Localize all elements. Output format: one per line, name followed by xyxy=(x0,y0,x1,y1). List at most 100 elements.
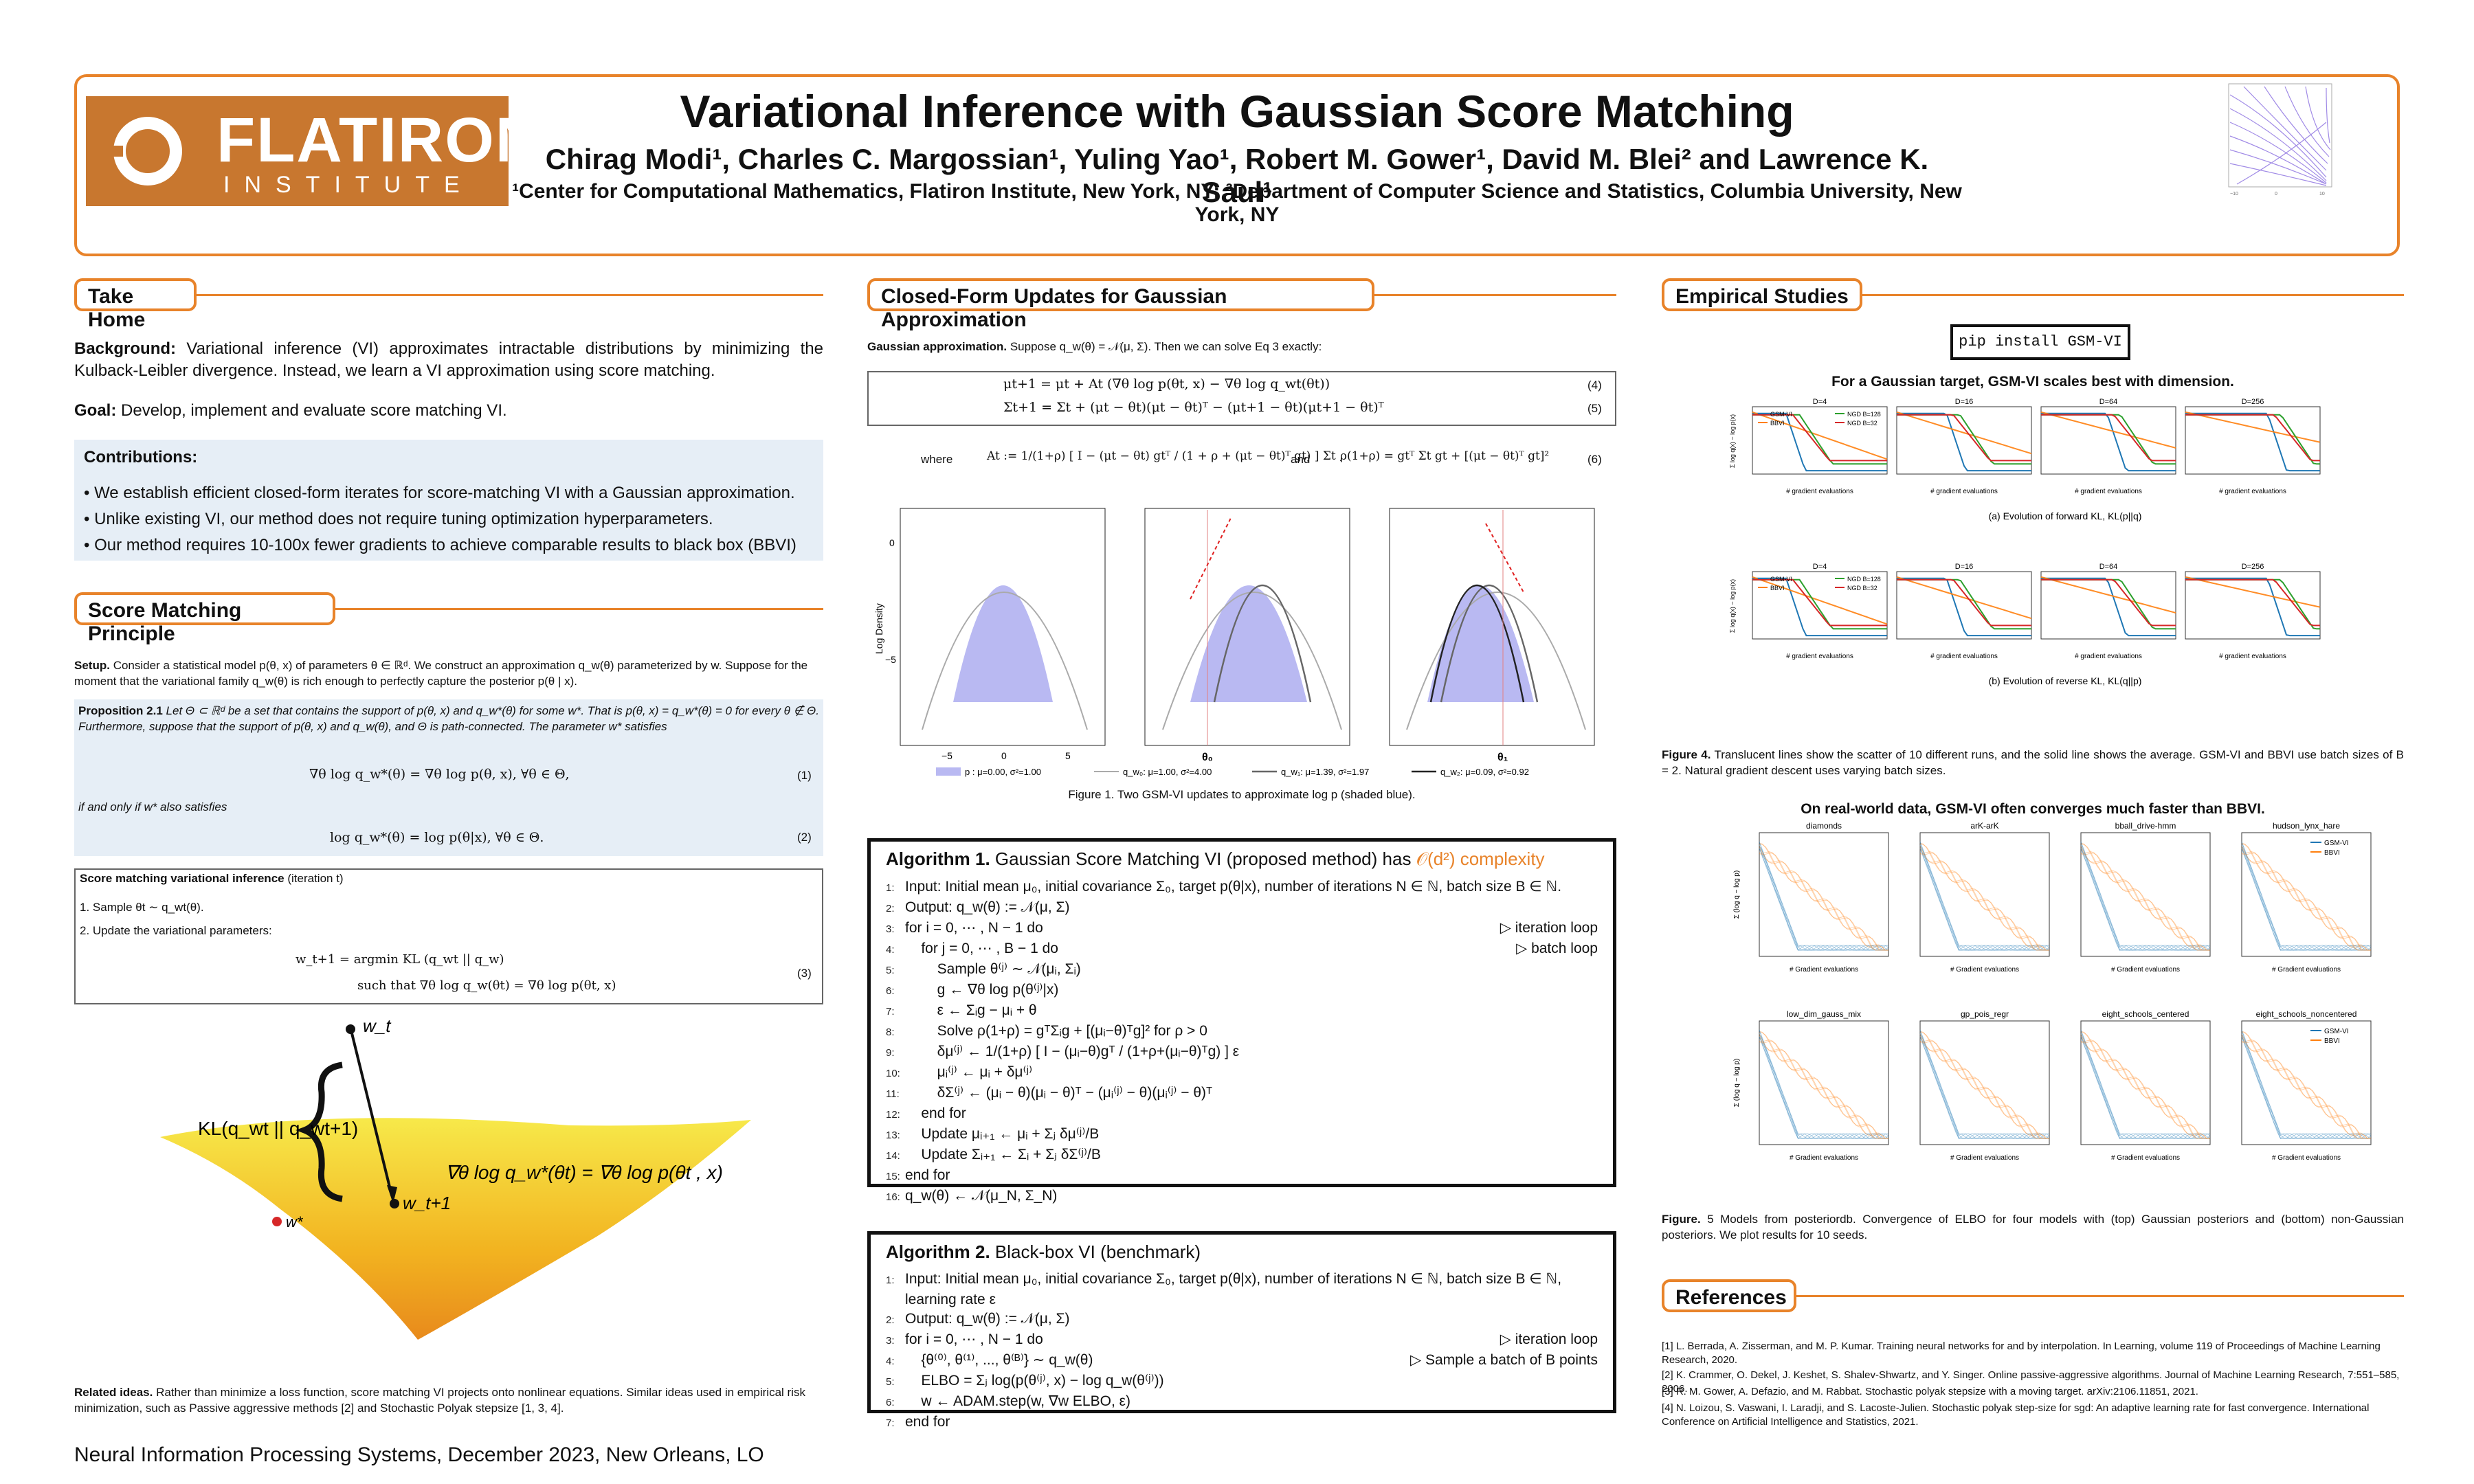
theta1-label: θ₁ xyxy=(1497,752,1508,763)
gsm-line xyxy=(1897,412,2031,472)
svg-text:0: 0 xyxy=(2275,192,2277,196)
gsm-seed-line xyxy=(2080,1033,2211,1139)
line-comment: ▷ batch loop xyxy=(1516,941,1598,956)
line-number: 1: xyxy=(886,1274,895,1286)
y-axis-label: Σ (log q − log p) xyxy=(1733,1059,1741,1107)
bbvi-line xyxy=(2185,411,2321,443)
gaussian-intro: Gaussian approximation. Suppose q_w(θ) =… xyxy=(867,340,1322,353)
line-number: 7: xyxy=(886,1006,895,1018)
panel-title: hudson_lynx_hare xyxy=(2273,821,2340,831)
algorithm-line: 15: end for xyxy=(871,1166,1613,1187)
legend-item: NGD B=128 xyxy=(1847,411,1881,418)
gsm-seed-line xyxy=(1759,1030,1888,1139)
ngd32-line xyxy=(2041,578,2176,627)
gsm-seed-line xyxy=(2241,1033,2371,1139)
legend-item: q_w₁: μ=1.39, σ²=1.97 xyxy=(1281,767,1369,777)
legend-item: NGD B=32 xyxy=(1847,585,1877,592)
bbvi-seed-line xyxy=(2241,1039,2371,1139)
bbvi-seed-line xyxy=(2241,844,2371,951)
y-axis-label: Σ log q(x) − log p(x) xyxy=(1729,579,1736,633)
line-text: for i = 0, ⋯ , N − 1 do xyxy=(905,1331,1043,1347)
bbvi-seed-line xyxy=(2080,853,2210,951)
plot-frame xyxy=(1896,571,2032,640)
figure-5-heading: On real-world data, GSM-VI often converg… xyxy=(1801,801,2265,817)
algorithm-line: 6: w ← ADAM.step(w, ∇w ELBO, ε) xyxy=(871,1392,1613,1413)
x-axis-label: # Gradient evaluations xyxy=(2272,1154,2341,1162)
legend-item: NGD B=128 xyxy=(1847,576,1881,583)
gsm-seed-line xyxy=(1919,842,2049,951)
divider xyxy=(335,608,823,610)
section-score-matching: Score Matching Principle xyxy=(74,592,335,645)
gsm-seed-line xyxy=(2241,842,2371,951)
line-text: Output: q_w(θ) := 𝒩(μ, Σ) xyxy=(905,899,1070,915)
panel-title: D=4 xyxy=(1813,563,1827,571)
q1-curve xyxy=(1213,585,1312,703)
point-wt1 xyxy=(390,1199,399,1208)
algorithm-line: 5: Sample θ⁽ʲ⁾ ∼ 𝒩(μᵢ, Σᵢ) xyxy=(871,960,1613,980)
update-equations-box xyxy=(867,371,1616,426)
tangent-line xyxy=(1190,516,1232,600)
algorithm-line: 9: δμ⁽ʲ⁾ ← 1/(1+ρ) [ I − (μᵢ−θ)gᵀ / (1+ρ… xyxy=(871,1042,1613,1063)
line-text: Input: Initial mean μ₀, initial covarian… xyxy=(905,1271,1562,1287)
line-text: w ← ADAM.step(w, ∇w ELBO, ε) xyxy=(905,1393,1130,1409)
smvi-step-1: 1. Sample θt ∼ q_wt(θ). xyxy=(80,901,204,914)
line-number: 2: xyxy=(886,1314,895,1326)
legend-item: BBVI xyxy=(2324,849,2340,857)
plot-frame xyxy=(1919,832,2050,957)
line-text: for j = 0, ⋯ , B − 1 do xyxy=(905,941,1058,956)
q0-curve xyxy=(1406,592,1586,730)
gsm-line xyxy=(2185,412,2320,472)
gsm-line xyxy=(1752,412,1887,472)
bbvi-line xyxy=(1752,411,1888,460)
gsm-seed-line xyxy=(2080,1036,2211,1139)
line-number: 8: xyxy=(886,1026,895,1038)
line-number: 15: xyxy=(886,1171,900,1182)
gsm-line xyxy=(1897,577,2031,637)
bbvi-seed-line xyxy=(2080,1031,2210,1139)
line-text: Sample θ⁽ʲ⁾ ∼ 𝒩(μᵢ, Σᵢ) xyxy=(905,961,1081,977)
gsm-seed-line xyxy=(2080,842,2210,951)
bbvi-seed-line xyxy=(1759,853,1888,951)
bbvi-seed-line xyxy=(1759,1033,1888,1139)
gsm-seed-line xyxy=(1919,1033,2049,1139)
subfigure-caption: (a) Evolution of forward KL, KL(p||q) xyxy=(1989,510,2142,521)
contribution-item: • Unlike existing VI, our method does no… xyxy=(84,510,713,528)
x-axis-label: # Gradient evaluations xyxy=(2111,966,2180,974)
figure-5-caption: Figure. 5 Models from posteriordb. Conve… xyxy=(1662,1213,2404,1241)
gsm-seed-line xyxy=(1759,845,1888,951)
and-text: and xyxy=(1291,453,1311,466)
gsm-seed-line xyxy=(1919,841,2050,951)
plot-frame xyxy=(1752,406,1888,475)
algorithm-line: 11: δΣ⁽ʲ⁾ ← (μᵢ − θ)(μᵢ − θ)ᵀ − (μᵢ⁽ʲ⁾ −… xyxy=(871,1083,1613,1104)
legend-item: GSM-VI xyxy=(1770,576,1792,583)
line-number: 16: xyxy=(886,1191,900,1203)
algorithm-2: Algorithm 2. Black-box VI (benchmark) 1:… xyxy=(867,1231,1616,1430)
gsm-line xyxy=(1752,577,1887,637)
bbvi-seed-line xyxy=(1759,1032,1888,1139)
gsm-seed-line xyxy=(2080,845,2210,951)
gsm-seed-line xyxy=(1919,845,2049,951)
bbvi-seed-line xyxy=(1919,1033,2049,1139)
gsm-seed-line xyxy=(2080,1030,2210,1139)
bbvi-seed-line xyxy=(2241,1033,2371,1139)
line-text: q_w(θ) ← 𝒩(μ_N, Σ_N) xyxy=(905,1188,1058,1204)
gsm-seed-line xyxy=(1919,1033,2050,1139)
algorithm-1: Algorithm 1. Gaussian Score Matching VI … xyxy=(867,838,1616,1204)
panel-title: D=256 xyxy=(2242,398,2264,406)
algorithm-line: learning rate ε xyxy=(871,1290,1613,1309)
line-text: Input: Initial mean μ₀, initial covarian… xyxy=(905,879,1562,895)
line-number: 6: xyxy=(886,985,895,997)
bbvi-seed-line xyxy=(2241,847,2371,951)
smvi-step-2: 2. Update the variational parameters: xyxy=(80,924,272,937)
plot-frame xyxy=(1896,406,2032,475)
legend-item: NGD B=32 xyxy=(1847,420,1877,427)
figure-4-caption: Figure 4. Translucent lines show the sca… xyxy=(1662,748,2404,777)
section-take-home: Take Home xyxy=(74,278,197,331)
algorithm-line: 13: Update μᵢ₊₁ ← μᵢ + Σⱼ δμ⁽ʲ⁾/B xyxy=(871,1125,1613,1145)
line-text: Output: q_w(θ) := 𝒩(μ, Σ) xyxy=(905,1311,1070,1327)
ngd32-line xyxy=(2041,414,2176,462)
flatiron-logo: FLATIRON INSTITUTE xyxy=(86,96,541,206)
label-wt: w_t xyxy=(363,1015,392,1036)
bbvi-seed-line xyxy=(2080,844,2210,951)
line-text: end for xyxy=(905,1414,950,1430)
